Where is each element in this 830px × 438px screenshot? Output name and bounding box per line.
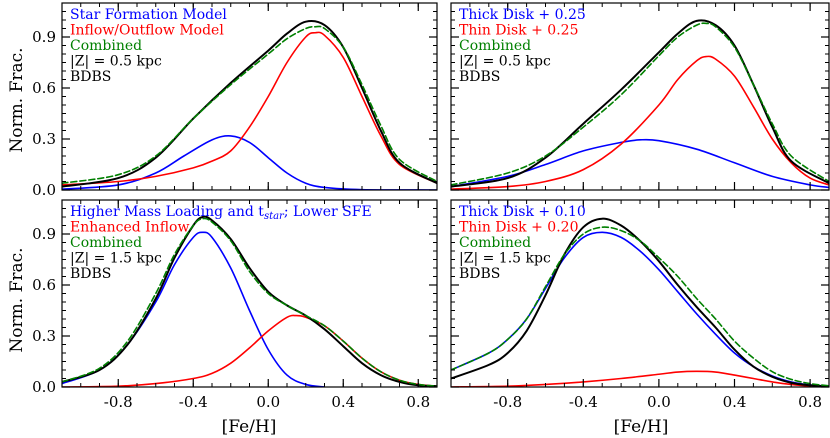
panel-top-left: 0.0 0.3 0.6 0.9 Star Formation ModelInflow/O… xyxy=(32,2,438,199)
x-tick-label: -0.4 xyxy=(179,393,208,411)
curves xyxy=(451,217,829,387)
legend-entry: BDBS xyxy=(459,69,500,85)
series-line-green xyxy=(62,25,437,184)
series-line-green xyxy=(62,217,437,387)
series-line-black xyxy=(451,19,829,188)
x-axis-label-right: [Fe/H] xyxy=(614,417,669,437)
x-tick-label: -0.4 xyxy=(569,393,598,411)
y-tick-label: 0.9 xyxy=(32,225,56,243)
x-tick-label: 0.4 xyxy=(331,393,355,411)
legend-entry: Combined xyxy=(70,235,142,251)
curves xyxy=(451,19,829,190)
series-line-green xyxy=(451,22,829,186)
y-tick-label: 0.3 xyxy=(32,327,56,345)
series-line-green xyxy=(451,226,829,387)
series-line-red xyxy=(62,31,437,186)
x-tick-label: 0.0 xyxy=(256,393,280,411)
series-line-black xyxy=(62,20,437,188)
legend-entry: |Z| = 1.5 kpc xyxy=(70,251,162,267)
y-axis-label-top: Norm. Frac. xyxy=(7,47,27,152)
x-axis-label-left: [Fe/H] xyxy=(222,417,277,437)
legend-entry: BDBS xyxy=(70,266,111,282)
legend-entry: Thick Disk + 0.10 xyxy=(459,204,586,220)
legend-entry: Combined xyxy=(459,235,531,251)
legend-entry: Thin Disk + 0.25 xyxy=(459,23,578,39)
x-tick-label: 0.4 xyxy=(723,393,747,411)
y-tick-label: 0.0 xyxy=(32,181,56,199)
series-line-black xyxy=(62,215,437,387)
legend-entry: Star Formation Model xyxy=(70,7,227,23)
x-tick-label: 0.0 xyxy=(647,393,671,411)
legend-entry: BDBS xyxy=(459,266,500,282)
y-axis-label-bottom: Norm. Frac. xyxy=(7,247,27,352)
legend-entry: Combined xyxy=(70,38,142,54)
series-line-red xyxy=(62,314,437,387)
legend-entry: |Z| = 1.5 kpc xyxy=(459,251,551,267)
curves xyxy=(62,215,437,387)
legend-entry: |Z| = 0.5 kpc xyxy=(459,54,551,70)
y-tick-label: 0.3 xyxy=(32,130,56,148)
legend-entry: Inflow/Outflow Model xyxy=(70,23,224,39)
y-tick-label: 0.9 xyxy=(32,28,56,46)
legend-entry: BDBS xyxy=(70,69,111,85)
y-tick-label: 0.6 xyxy=(32,79,56,97)
panel-bottom-left: -0.8 -0.4 0.0 0.4 0.8 0.0 0.3 0.6 0.9 Higher Mass… xyxy=(32,199,438,411)
series-line-red xyxy=(451,55,829,190)
x-tick-label: 0.8 xyxy=(798,393,822,411)
x-tick-label: 0.8 xyxy=(406,393,430,411)
series-line-blue xyxy=(451,138,829,189)
series-line-black xyxy=(451,217,829,387)
legend-entry: Higher Mass Loading and tstar; Lower SFE xyxy=(70,204,372,222)
series-line-red xyxy=(451,370,829,387)
legend-entry: Combined xyxy=(459,38,531,54)
legend-tail: ; Lower SFE xyxy=(284,204,372,220)
legend-entry: |Z| = 0.5 kpc xyxy=(70,54,162,70)
x-tick-label: -0.8 xyxy=(104,393,133,411)
y-tick-label: 0.0 xyxy=(32,378,56,396)
legend-entry: Enhanced Inflow xyxy=(70,220,189,236)
legend-subscript: star xyxy=(264,211,285,222)
y-tick-label: 0.6 xyxy=(32,276,56,294)
legend-entry: Thick Disk + 0.25 xyxy=(459,7,586,23)
x-tick-label: -0.8 xyxy=(493,393,522,411)
legend-entry: Thin Disk + 0.20 xyxy=(459,220,578,236)
